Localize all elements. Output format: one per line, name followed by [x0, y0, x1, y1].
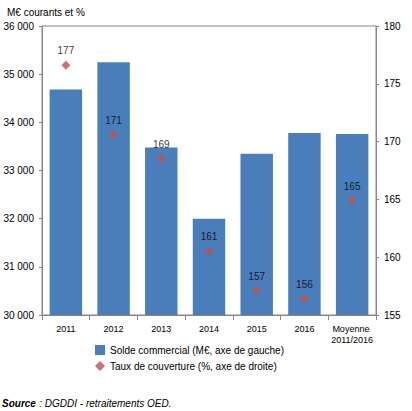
svg-text:156: 156: [296, 279, 313, 290]
svg-text:160: 160: [384, 252, 401, 263]
svg-text:2016: 2016: [294, 324, 314, 334]
svg-text:157: 157: [248, 271, 265, 282]
svg-text:171: 171: [105, 115, 122, 126]
svg-text:165: 165: [344, 181, 361, 192]
svg-text:35 000: 35 000: [3, 69, 34, 80]
svg-text:M€ courants et %: M€ courants et %: [7, 7, 85, 18]
svg-text:180: 180: [384, 21, 401, 32]
svg-text:: DGDDI - retraitements OED.: : DGDDI - retraitements OED.: [39, 398, 171, 409]
svg-text:170: 170: [384, 136, 401, 147]
svg-text:31 000: 31 000: [3, 261, 34, 272]
svg-text:175: 175: [384, 78, 401, 89]
svg-text:2014: 2014: [199, 324, 219, 334]
svg-text:33 000: 33 000: [3, 165, 34, 176]
svg-text:2012: 2012: [104, 324, 124, 334]
svg-text:Moyenne: Moyenne: [332, 324, 372, 334]
svg-text:36 000: 36 000: [3, 21, 34, 32]
svg-text:155: 155: [384, 310, 401, 321]
svg-text:32 000: 32 000: [3, 213, 34, 224]
svg-text:2015: 2015: [247, 324, 267, 334]
svg-text:Taux de couverture (%, axe de: Taux de couverture (%, axe de droite): [110, 361, 277, 372]
svg-text:165: 165: [384, 194, 401, 205]
svg-text:30 000: 30 000: [3, 310, 34, 321]
svg-text:177: 177: [58, 45, 75, 56]
svg-text:161: 161: [201, 231, 218, 242]
svg-text:Source: Source: [2, 398, 36, 409]
svg-text:169: 169: [153, 139, 170, 150]
svg-text:2011/2016: 2011/2016: [331, 335, 373, 345]
svg-text:2011: 2011: [56, 324, 75, 334]
svg-text:34 000: 34 000: [3, 117, 34, 128]
svg-text:Solde commercial (M€, axe de g: Solde commercial (M€, axe de gauche): [110, 345, 284, 356]
svg-text:2013: 2013: [151, 324, 171, 334]
